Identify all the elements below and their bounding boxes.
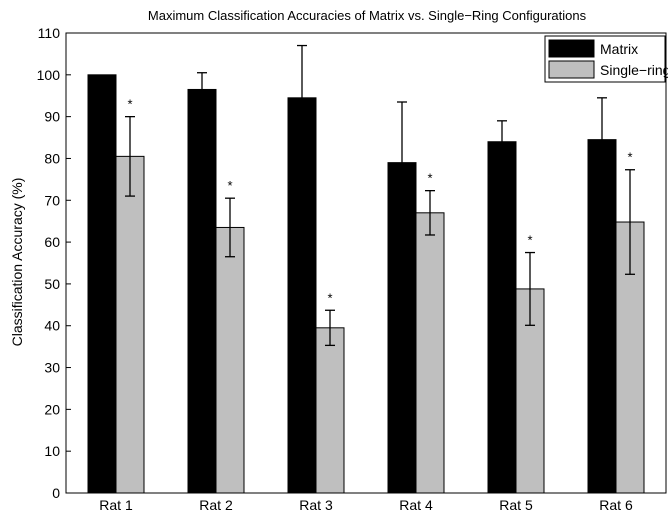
x-tick-label-rat-2: Rat 2 — [199, 497, 233, 513]
significance-marker-rat-3: * — [327, 290, 332, 305]
significance-marker-rat-2: * — [227, 178, 232, 193]
y-tick-label: 40 — [44, 318, 60, 334]
legend-swatch-single-ring — [548, 60, 595, 79]
bar-matrix-rat-1 — [87, 74, 117, 494]
x-tick-label-rat-5: Rat 5 — [499, 497, 533, 513]
y-tick-label: 30 — [44, 360, 60, 376]
y-tick-label: 60 — [44, 234, 60, 250]
y-axis-label: Classification Accuracy (%) — [9, 178, 25, 347]
bar-single-ring-rat-1 — [115, 155, 145, 494]
significance-marker-rat-4: * — [427, 171, 432, 186]
bar-matrix-rat-3 — [287, 97, 317, 494]
bar-single-ring-rat-4 — [415, 212, 445, 494]
significance-marker-rat-5: * — [527, 233, 532, 248]
legend-label-single-ring: Single−ring — [600, 62, 668, 78]
y-tick-label: 20 — [44, 401, 60, 417]
bar-matrix-rat-2 — [187, 88, 217, 494]
legend-swatch-matrix — [548, 39, 595, 58]
significance-marker-rat-1: * — [127, 97, 132, 112]
y-tick-label: 50 — [44, 276, 60, 292]
bar-single-ring-rat-2 — [215, 226, 245, 494]
plot-frame — [65, 32, 667, 494]
y-tick-label: 0 — [52, 485, 60, 501]
y-tick-label: 90 — [44, 109, 60, 125]
y-tick-label: 80 — [44, 150, 60, 166]
x-tick-label-rat-6: Rat 6 — [599, 497, 633, 513]
x-tick-label-rat-4: Rat 4 — [399, 497, 433, 513]
bar-single-ring-rat-3 — [315, 327, 345, 494]
bar-matrix-rat-5 — [487, 141, 517, 494]
y-tick-label: 10 — [44, 443, 60, 459]
chart-title: Maximum Classification Accuracies of Mat… — [148, 8, 587, 23]
significance-marker-rat-6: * — [627, 150, 632, 165]
x-tick-label-rat-1: Rat 1 — [99, 497, 133, 513]
x-tick-label-rat-3: Rat 3 — [299, 497, 333, 513]
bar-matrix-rat-6 — [587, 139, 617, 494]
plot-area: 0 10 20 30 40 50 60 70 80 90 100 110 Rat 1 Rat 2 Rat 3… — [37, 25, 667, 513]
y-tick-label: 100 — [37, 67, 61, 83]
legend: Matrix Single−ring — [544, 35, 668, 83]
bar-single-ring-rat-6 — [615, 221, 645, 494]
y-tick-label: 110 — [38, 25, 61, 41]
y-tick-label: 70 — [44, 192, 60, 208]
legend-label-matrix: Matrix — [600, 41, 638, 57]
